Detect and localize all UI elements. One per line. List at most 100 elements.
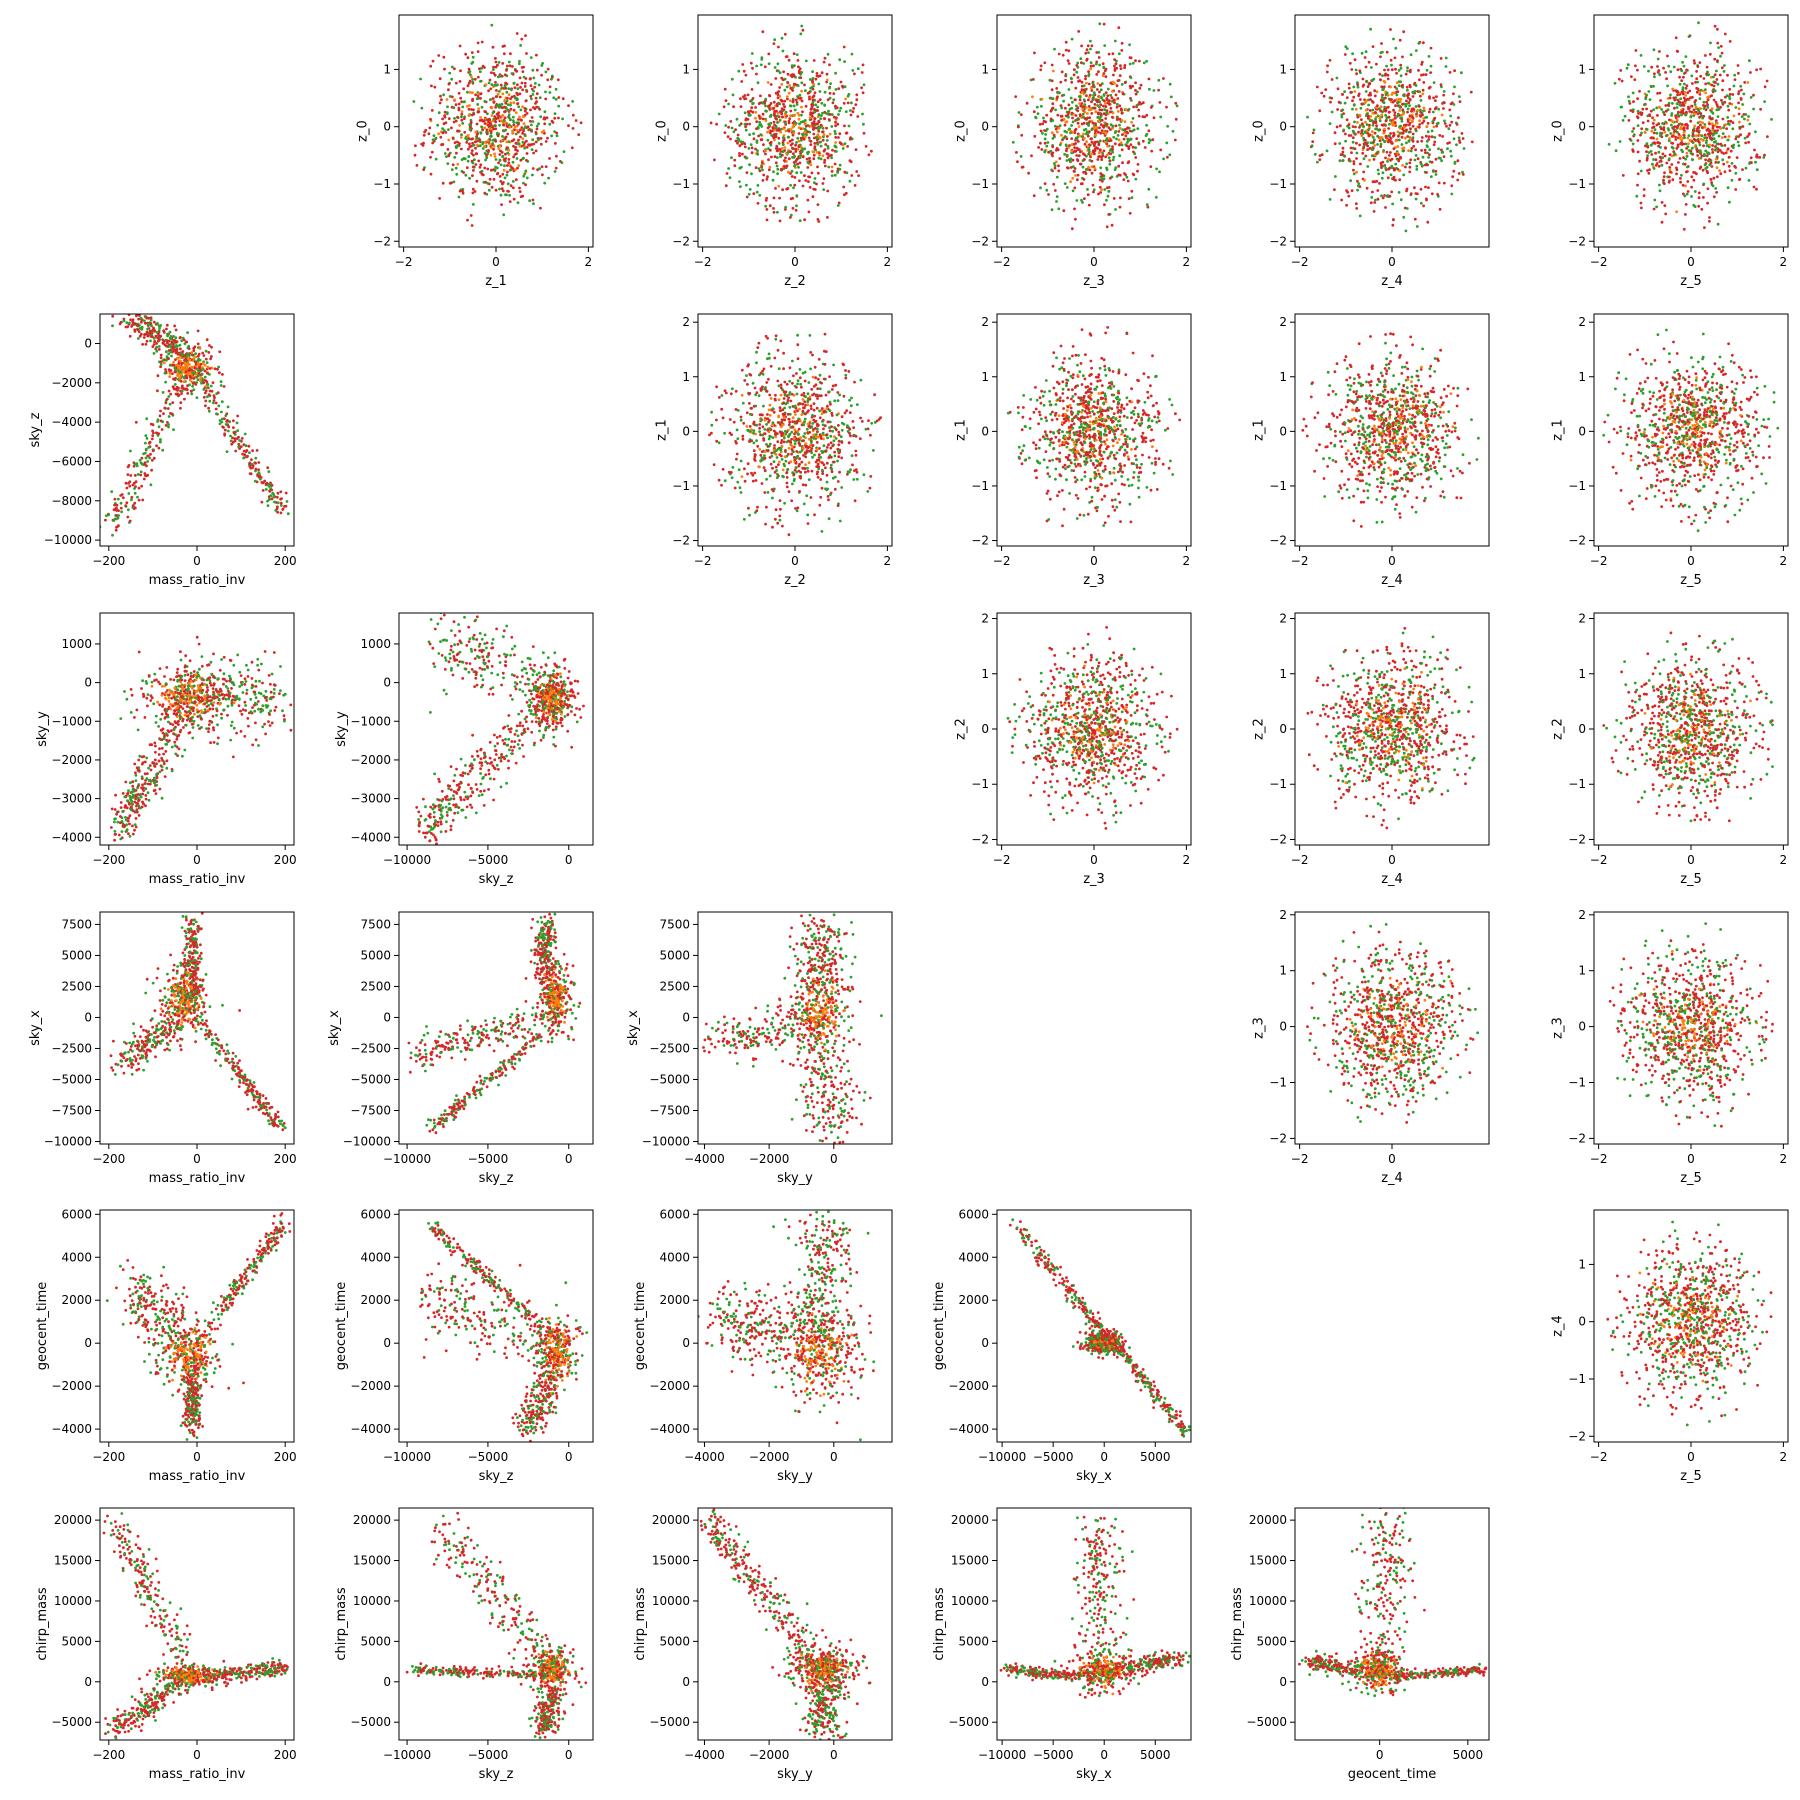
scatter-point (1714, 100, 1718, 104)
scatter-point (816, 133, 820, 137)
scatter-point (783, 146, 787, 149)
scatter-point (1132, 128, 1136, 132)
scatter-point (473, 77, 477, 81)
scatter-point (1636, 109, 1640, 113)
scatter-point (786, 72, 790, 76)
scatter-point (755, 190, 759, 194)
scatter-point (519, 44, 522, 47)
scatter-point (789, 128, 793, 132)
scatter-point (729, 137, 732, 141)
scatter-point (830, 174, 834, 178)
scatter-point (491, 97, 495, 100)
scatter-point (780, 82, 784, 86)
scatter-point (1121, 133, 1124, 137)
scatter-point (1450, 120, 1454, 124)
scatter-point (788, 99, 792, 103)
scatter-point (1414, 129, 1418, 133)
scatter-point (1631, 142, 1635, 146)
scatter-point (1707, 132, 1710, 136)
scatter-point (1652, 136, 1655, 140)
scatter-point (543, 117, 547, 121)
scatter-point (1662, 182, 1666, 186)
scatter-point (458, 80, 462, 83)
scatter-point (1708, 116, 1712, 120)
scatter-point (431, 138, 435, 142)
scatter-point (784, 166, 788, 170)
scatter-point (495, 89, 498, 92)
scatter-point (503, 121, 507, 125)
scatter-point (513, 86, 517, 90)
scatter-point (494, 65, 498, 69)
scatter-point (1089, 67, 1092, 71)
scatter-point (467, 67, 471, 71)
scatter-point (502, 181, 505, 184)
x-tick-label: 2 (884, 255, 892, 269)
scatter-point (1698, 97, 1702, 100)
scatter-point (735, 117, 739, 121)
scatter-point (1728, 169, 1732, 173)
scatter-point (1673, 125, 1677, 128)
scatter-point (1635, 194, 1639, 198)
scatter-point (1147, 77, 1151, 81)
scatter-point (1120, 108, 1123, 112)
scatter-point (1393, 114, 1397, 117)
scatter-point (1453, 85, 1456, 89)
scatter-point (1628, 102, 1632, 105)
scatter-point (517, 142, 521, 146)
scatter-point (1397, 138, 1401, 142)
scatter-point (780, 98, 783, 102)
scatter-point (1086, 188, 1089, 191)
scatter-point (1428, 95, 1431, 99)
scatter-point (443, 115, 447, 119)
scatter-point (470, 75, 473, 79)
scatter-point (812, 127, 815, 131)
scatter-point (1379, 142, 1383, 146)
scatter-point (1111, 52, 1115, 56)
scatter-point (1118, 123, 1121, 127)
scatter-point (518, 144, 522, 148)
scatter-point (1657, 141, 1660, 145)
scatter-point (275, 495, 279, 499)
scatter-point (260, 500, 264, 504)
scatter-point (1120, 148, 1124, 152)
scatter-point (1155, 167, 1158, 171)
scatter-point (1636, 172, 1640, 176)
scatter-point (1426, 130, 1430, 134)
scatter-point (550, 134, 553, 138)
scatter-point (1685, 68, 1688, 72)
scatter-point (755, 72, 758, 76)
scatter-point (1370, 100, 1374, 103)
scatter-point (1340, 113, 1344, 117)
scatter-point (1682, 227, 1686, 231)
scatter-point (1162, 77, 1165, 80)
scatter-point (828, 86, 831, 90)
scatter-point (1341, 159, 1345, 162)
scatter-point (1763, 153, 1766, 157)
scatter-point (1115, 84, 1119, 88)
scatter-point (467, 155, 471, 159)
scatter-point (490, 168, 493, 172)
scatter-point (773, 66, 777, 69)
scatter-point (1406, 120, 1410, 123)
scatter-point (190, 351, 194, 354)
scatter-point (1717, 134, 1721, 138)
scatter-point (525, 145, 529, 149)
scatter-point (514, 146, 518, 149)
scatter-point (1121, 161, 1124, 165)
scatter-point (522, 129, 525, 133)
scatter-point (1663, 113, 1666, 116)
scatter-point (812, 94, 816, 98)
scatter-point (1092, 96, 1095, 100)
scatter-point (1389, 140, 1393, 144)
scatter-point (477, 107, 481, 110)
scatter-point (1371, 45, 1375, 48)
scatter-point (1100, 108, 1104, 112)
scatter-point (1375, 127, 1379, 131)
scatter-point (1678, 82, 1682, 86)
scatter-point (445, 98, 449, 101)
scatter-point (1649, 136, 1653, 140)
scatter-point (1110, 96, 1114, 100)
scatter-point (1704, 149, 1708, 153)
scatter-point (812, 153, 816, 157)
